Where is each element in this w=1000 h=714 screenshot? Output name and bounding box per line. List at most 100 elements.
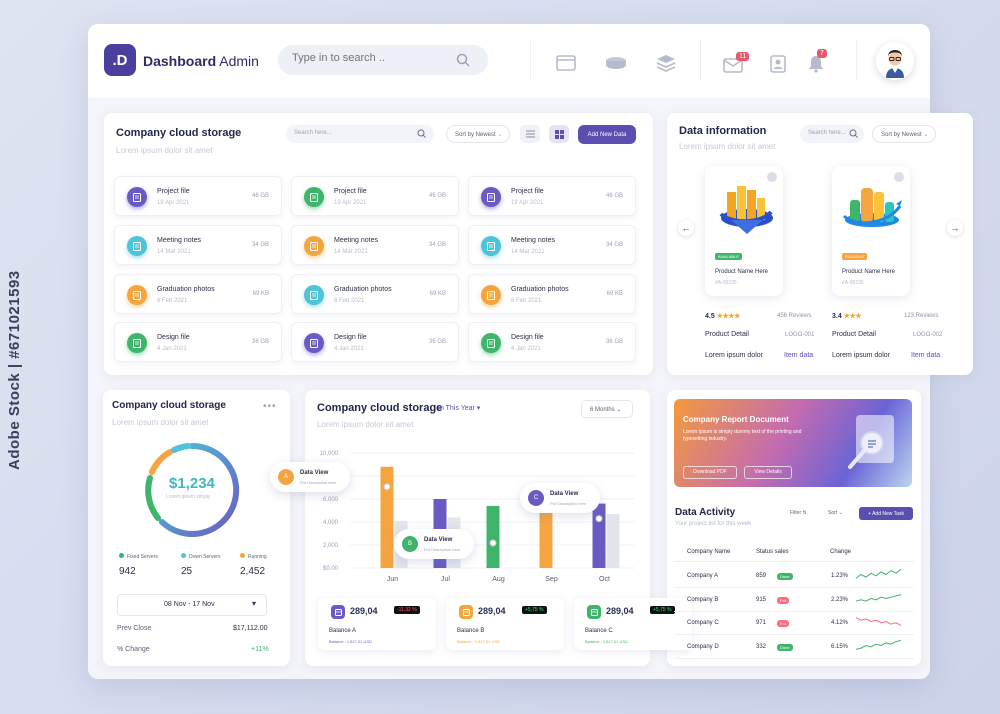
product-card[interactable]: AVAILABLE Product Name Here #A-00235 — [705, 166, 783, 296]
table-row[interactable]: Company A 859 Done 1.23% — [674, 565, 914, 588]
layers-icon[interactable] — [655, 52, 677, 74]
close-icon[interactable] — [894, 172, 904, 182]
balance-card[interactable]: 289,04 +5,75 % Balance B Balance : 1,517,01… — [446, 598, 564, 650]
tooltip-badge: C — [528, 490, 544, 506]
wallet-icon — [331, 605, 345, 619]
carousel-prev-button[interactable]: ← — [678, 220, 694, 236]
bell-icon[interactable] — [805, 53, 827, 75]
product-item-link[interactable]: Item data — [784, 352, 814, 359]
database-icon[interactable] — [605, 52, 627, 74]
balance-card[interactable]: 289,04 -11,32 % Balance A Balance : 1,517,0… — [318, 598, 436, 650]
product-rating: 4.5 ★★★★ — [705, 313, 740, 320]
view-details-button[interactable]: View Details — [744, 466, 792, 479]
file-size: 36 GB — [251, 339, 269, 345]
search-icon[interactable] — [456, 53, 470, 67]
bar-primary[interactable] — [486, 505, 500, 568]
file-card[interactable]: Design file 4 Jan 2021 36 GB — [468, 322, 636, 362]
file-date: 4 Jan 2021 — [511, 346, 541, 352]
bar-chart-title: Company cloud storage — [317, 402, 443, 414]
carousel-next-button[interactable]: → — [947, 220, 963, 236]
user-avatar[interactable] — [876, 42, 914, 80]
file-card[interactable]: Design file 4 Jan 2021 36 GB — [114, 322, 282, 362]
mail-icon[interactable] — [722, 54, 744, 76]
file-icon — [481, 187, 501, 207]
y-tick-label: 4,000 — [323, 520, 339, 526]
file-card[interactable]: Graduation photos 6 Feb 2021 69 KB — [468, 274, 636, 314]
more-options-icon[interactable]: ••• — [263, 401, 277, 412]
arrow-left-icon: ← — [681, 223, 691, 233]
legend-value: 25 — [181, 566, 193, 577]
data-sort-dropdown[interactable]: Sort by Newest ⌄ — [872, 125, 936, 143]
data-point-marker[interactable] — [595, 515, 603, 523]
file-sort-dropdown[interactable]: Sort by Newest ⌄ — [446, 125, 510, 143]
file-card[interactable]: Project file 19 Apr 2021 46 GB — [114, 176, 282, 216]
download-pdf-button[interactable]: Download PDF — [683, 466, 737, 479]
balance-card[interactable]: 289,04 +5,75 % Balance C Balance : 1,517,01… — [574, 598, 692, 650]
browser-icon[interactable] — [555, 52, 577, 74]
year-filter-dropdown[interactable]: In This Year ▾ — [438, 405, 481, 412]
add-new-data-button[interactable]: Add New Data — [578, 125, 636, 144]
tooltip-badge: A — [278, 469, 294, 485]
bar-primary[interactable] — [380, 466, 394, 568]
product-lorem: Lorem ipsum dolor — [705, 352, 763, 359]
file-search-input[interactable]: Search here... — [286, 125, 434, 143]
x-tick-label: Aug — [492, 576, 505, 583]
data-view-tooltip[interactable]: C Data View Put Description here — [520, 483, 600, 513]
close-icon[interactable] — [767, 172, 777, 182]
trend-sparkline — [856, 593, 902, 602]
tag-icon — [304, 333, 324, 353]
company-name: Company B — [687, 596, 719, 603]
product-item-link[interactable]: Item data — [911, 352, 941, 359]
data-point-marker[interactable] — [383, 483, 391, 491]
global-search-input[interactable] — [292, 52, 452, 64]
file-card[interactable]: Meeting notes 14 Mar 2021 34 GB — [114, 225, 282, 265]
change-value: 6.15% — [831, 643, 849, 650]
period-dropdown[interactable]: 6 Months ⌄ — [581, 400, 633, 418]
file-card[interactable]: Graduation photos 6 Feb 2021 69 KB — [291, 274, 459, 314]
product-card[interactable]: SOLDOUT Product Name Here #A-00235 — [832, 166, 910, 296]
data-view-tooltip[interactable]: A Data View Put Description here — [270, 462, 350, 492]
data-search-input[interactable]: Search here... — [800, 125, 864, 143]
sort-button[interactable]: Sort ⌄ — [828, 510, 843, 516]
bar-primary[interactable] — [592, 503, 606, 568]
list-view-icon[interactable] — [520, 125, 540, 143]
table-row[interactable]: Company C 971 Fail 4.12% — [674, 612, 914, 635]
wallet-icon — [459, 605, 473, 619]
table-row[interactable]: Company B 915 Fail 2.23% — [674, 589, 914, 612]
app-logo[interactable]: .D — [104, 44, 136, 76]
add-new-task-button[interactable]: + Add New Task — [859, 507, 913, 520]
x-tick-label: Oct — [599, 576, 610, 583]
contacts-icon[interactable] — [767, 53, 789, 75]
file-card[interactable]: Graduation photos 6 Feb 2021 69 KB — [114, 274, 282, 314]
caret-down-icon: ▾ — [476, 405, 481, 412]
file-card[interactable]: Meeting notes 14 Mar 2021 34 GB — [468, 225, 636, 265]
file-date: 6 Feb 2021 — [334, 298, 365, 304]
company-name: Company C — [687, 620, 719, 626]
file-size: 69 KB — [429, 291, 446, 297]
bar-chart-subtitle: Lorem ipsum dolor sit amet — [317, 420, 414, 429]
product-detail-label: Product Detail — [832, 331, 876, 338]
file-card[interactable]: Meeting notes 14 Mar 2021 34 GB — [291, 225, 459, 265]
activity-subtitle: Your project list for this week — [675, 521, 752, 527]
file-icon — [127, 187, 147, 207]
date-range-dropdown[interactable]: 08 Nov - 17 Nov ▾ — [117, 594, 267, 616]
file-size: 36 GB — [428, 339, 446, 345]
data-view-tooltip[interactable]: B Data View Put Description here — [394, 529, 474, 559]
file-card[interactable]: Project file 19 Apr 2021 46 GB — [291, 176, 459, 216]
filter-button[interactable]: Filter ⇅ — [790, 510, 807, 516]
storage-donut-panel — [103, 390, 290, 666]
grid-view-icon[interactable] — [549, 125, 569, 143]
file-card[interactable]: Design file 4 Jan 2021 36 GB — [291, 322, 459, 362]
table-row[interactable]: Company D 332 Done 6.15% — [674, 636, 914, 659]
product-detail-label: Product Detail — [705, 331, 749, 338]
report-banner[interactable]: Company Report Document Lorem Ipsum is s… — [674, 399, 912, 487]
trend-sparkline — [856, 617, 902, 626]
global-search[interactable] — [278, 45, 488, 75]
balance-label: Balance C — [585, 628, 613, 634]
image-icon — [481, 285, 501, 305]
company-name: Company A — [687, 573, 719, 579]
balance-value: 289,04 — [478, 606, 506, 616]
file-card[interactable]: Project file 19 Apr 2021 46 GB — [468, 176, 636, 216]
data-point-marker[interactable] — [489, 539, 497, 547]
file-size: 34 GB — [251, 242, 269, 248]
